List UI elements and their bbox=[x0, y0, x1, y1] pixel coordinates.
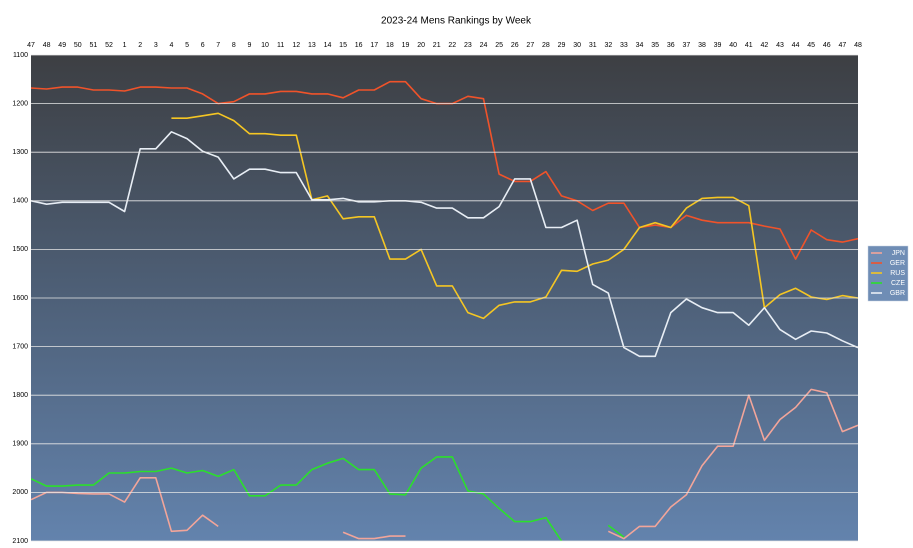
x-tick-label: 27 bbox=[526, 42, 534, 49]
x-tick-label: 1 bbox=[123, 42, 127, 49]
legend-label: GER bbox=[890, 260, 905, 267]
x-tick-label: 38 bbox=[698, 42, 706, 49]
x-tick-label: 24 bbox=[480, 42, 488, 49]
x-tick-label: 37 bbox=[682, 42, 690, 49]
x-tick-label: 29 bbox=[558, 42, 566, 49]
x-tick-label: 46 bbox=[823, 42, 831, 49]
y-tick-label: 2100 bbox=[12, 538, 28, 545]
series-line bbox=[31, 131, 858, 358]
y-tick-label: 1700 bbox=[12, 343, 28, 350]
legend-label: JPN bbox=[892, 250, 905, 257]
x-tick-label: 18 bbox=[386, 42, 394, 49]
y-tick-label: 1400 bbox=[12, 198, 28, 205]
x-tick-label: 45 bbox=[807, 42, 815, 49]
x-tick-label: 48 bbox=[854, 42, 862, 49]
x-tick-label: 42 bbox=[760, 42, 768, 49]
x-tick-label: 43 bbox=[776, 42, 784, 49]
x-tick-label: 21 bbox=[433, 42, 441, 49]
legend-label: GBR bbox=[890, 290, 905, 297]
x-tick-label: 26 bbox=[511, 42, 519, 49]
y-tick-label: 1200 bbox=[12, 100, 28, 107]
x-tick-label: 9 bbox=[247, 42, 251, 49]
x-tick-label: 10 bbox=[261, 42, 269, 49]
y-tick-label: 1800 bbox=[12, 392, 28, 399]
x-tick-label: 51 bbox=[90, 42, 98, 49]
x-tick-label: 33 bbox=[620, 42, 628, 49]
x-tick-label: 28 bbox=[542, 42, 550, 49]
x-tick-label: 52 bbox=[105, 42, 113, 49]
x-tick-label: 47 bbox=[838, 42, 846, 49]
x-tick-label: 6 bbox=[201, 42, 205, 49]
y-tick-label: 1600 bbox=[12, 295, 28, 302]
x-tick-label: 49 bbox=[58, 42, 66, 49]
y-tick-label: 1900 bbox=[12, 441, 28, 448]
x-tick-label: 47 bbox=[27, 42, 35, 49]
x-tick-label: 22 bbox=[448, 42, 456, 49]
x-tick-label: 5 bbox=[185, 42, 189, 49]
legend-label: CZE bbox=[891, 280, 905, 287]
x-tick-label: 7 bbox=[216, 42, 220, 49]
x-tick-label: 2 bbox=[138, 42, 142, 49]
x-tick-label: 35 bbox=[651, 42, 659, 49]
x-tick-label: 39 bbox=[714, 42, 722, 49]
x-tick-label: 40 bbox=[729, 42, 737, 49]
x-tick-label: 13 bbox=[308, 42, 316, 49]
x-tick-label: 30 bbox=[573, 42, 581, 49]
x-tick-label: 36 bbox=[667, 42, 675, 49]
x-tick-label: 17 bbox=[370, 42, 378, 49]
x-tick-label: 25 bbox=[495, 42, 503, 49]
series-line bbox=[171, 112, 858, 320]
x-tick-label: 31 bbox=[589, 42, 597, 49]
x-tick-label: 32 bbox=[604, 42, 612, 49]
y-tick-label: 2000 bbox=[12, 489, 28, 496]
x-tick-label: 12 bbox=[292, 42, 300, 49]
y-tick-label: 1300 bbox=[12, 149, 28, 156]
x-tick-label: 16 bbox=[355, 42, 363, 49]
legend-label: RUS bbox=[890, 270, 905, 277]
x-tick-label: 20 bbox=[417, 42, 425, 49]
x-tick-label: 3 bbox=[154, 42, 158, 49]
x-tick-label: 44 bbox=[792, 42, 800, 49]
y-tick-label: 1100 bbox=[13, 52, 28, 59]
x-tick-label: 11 bbox=[277, 42, 284, 49]
legend: JPN GER RUS CZE GBR bbox=[867, 245, 909, 302]
y-tick-label: 1500 bbox=[12, 246, 28, 253]
x-tick-label: 8 bbox=[232, 42, 236, 49]
x-tick-label: 48 bbox=[43, 42, 51, 49]
x-tick-label: 19 bbox=[402, 42, 410, 49]
x-tick-label: 41 bbox=[745, 42, 753, 49]
x-tick-label: 14 bbox=[324, 42, 332, 49]
x-tick-label: 23 bbox=[464, 42, 472, 49]
series-line bbox=[31, 456, 625, 541]
chart-title: 2023-24 Mens Rankings by Week bbox=[381, 16, 532, 27]
x-tick-label: 34 bbox=[636, 42, 644, 49]
x-tick-label: 50 bbox=[74, 42, 82, 49]
x-tick-label: 4 bbox=[169, 42, 173, 49]
x-tick-label: 15 bbox=[339, 42, 347, 49]
